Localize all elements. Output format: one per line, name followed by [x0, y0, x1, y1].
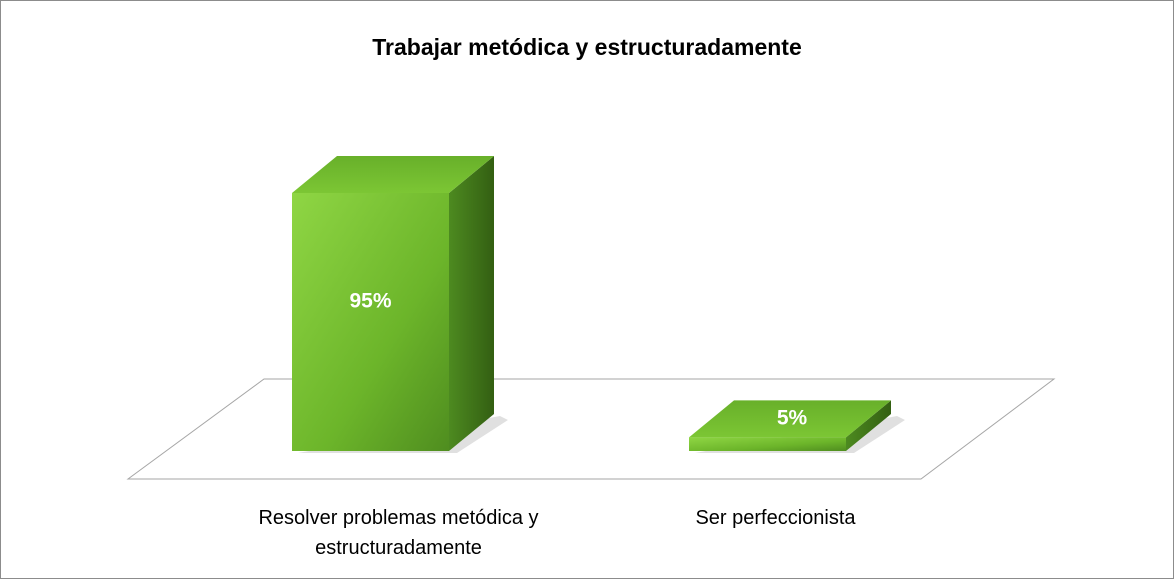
x-tick-label: Resolver problemas metódica y estructura…	[258, 507, 539, 559]
bar-top	[689, 400, 891, 438]
bar-front	[689, 437, 846, 451]
bar-side	[449, 156, 494, 451]
bar-front	[292, 193, 449, 451]
value-label: 95%	[349, 290, 391, 313]
bar-side	[846, 400, 891, 451]
value-label: 5%	[777, 406, 808, 429]
bar-top	[292, 156, 494, 193]
floor	[126, 378, 1056, 480]
x-tick-label: Ser perfeccionista	[695, 507, 856, 529]
chart-title: Trabajar metódica y estructuradamente	[372, 34, 802, 60]
